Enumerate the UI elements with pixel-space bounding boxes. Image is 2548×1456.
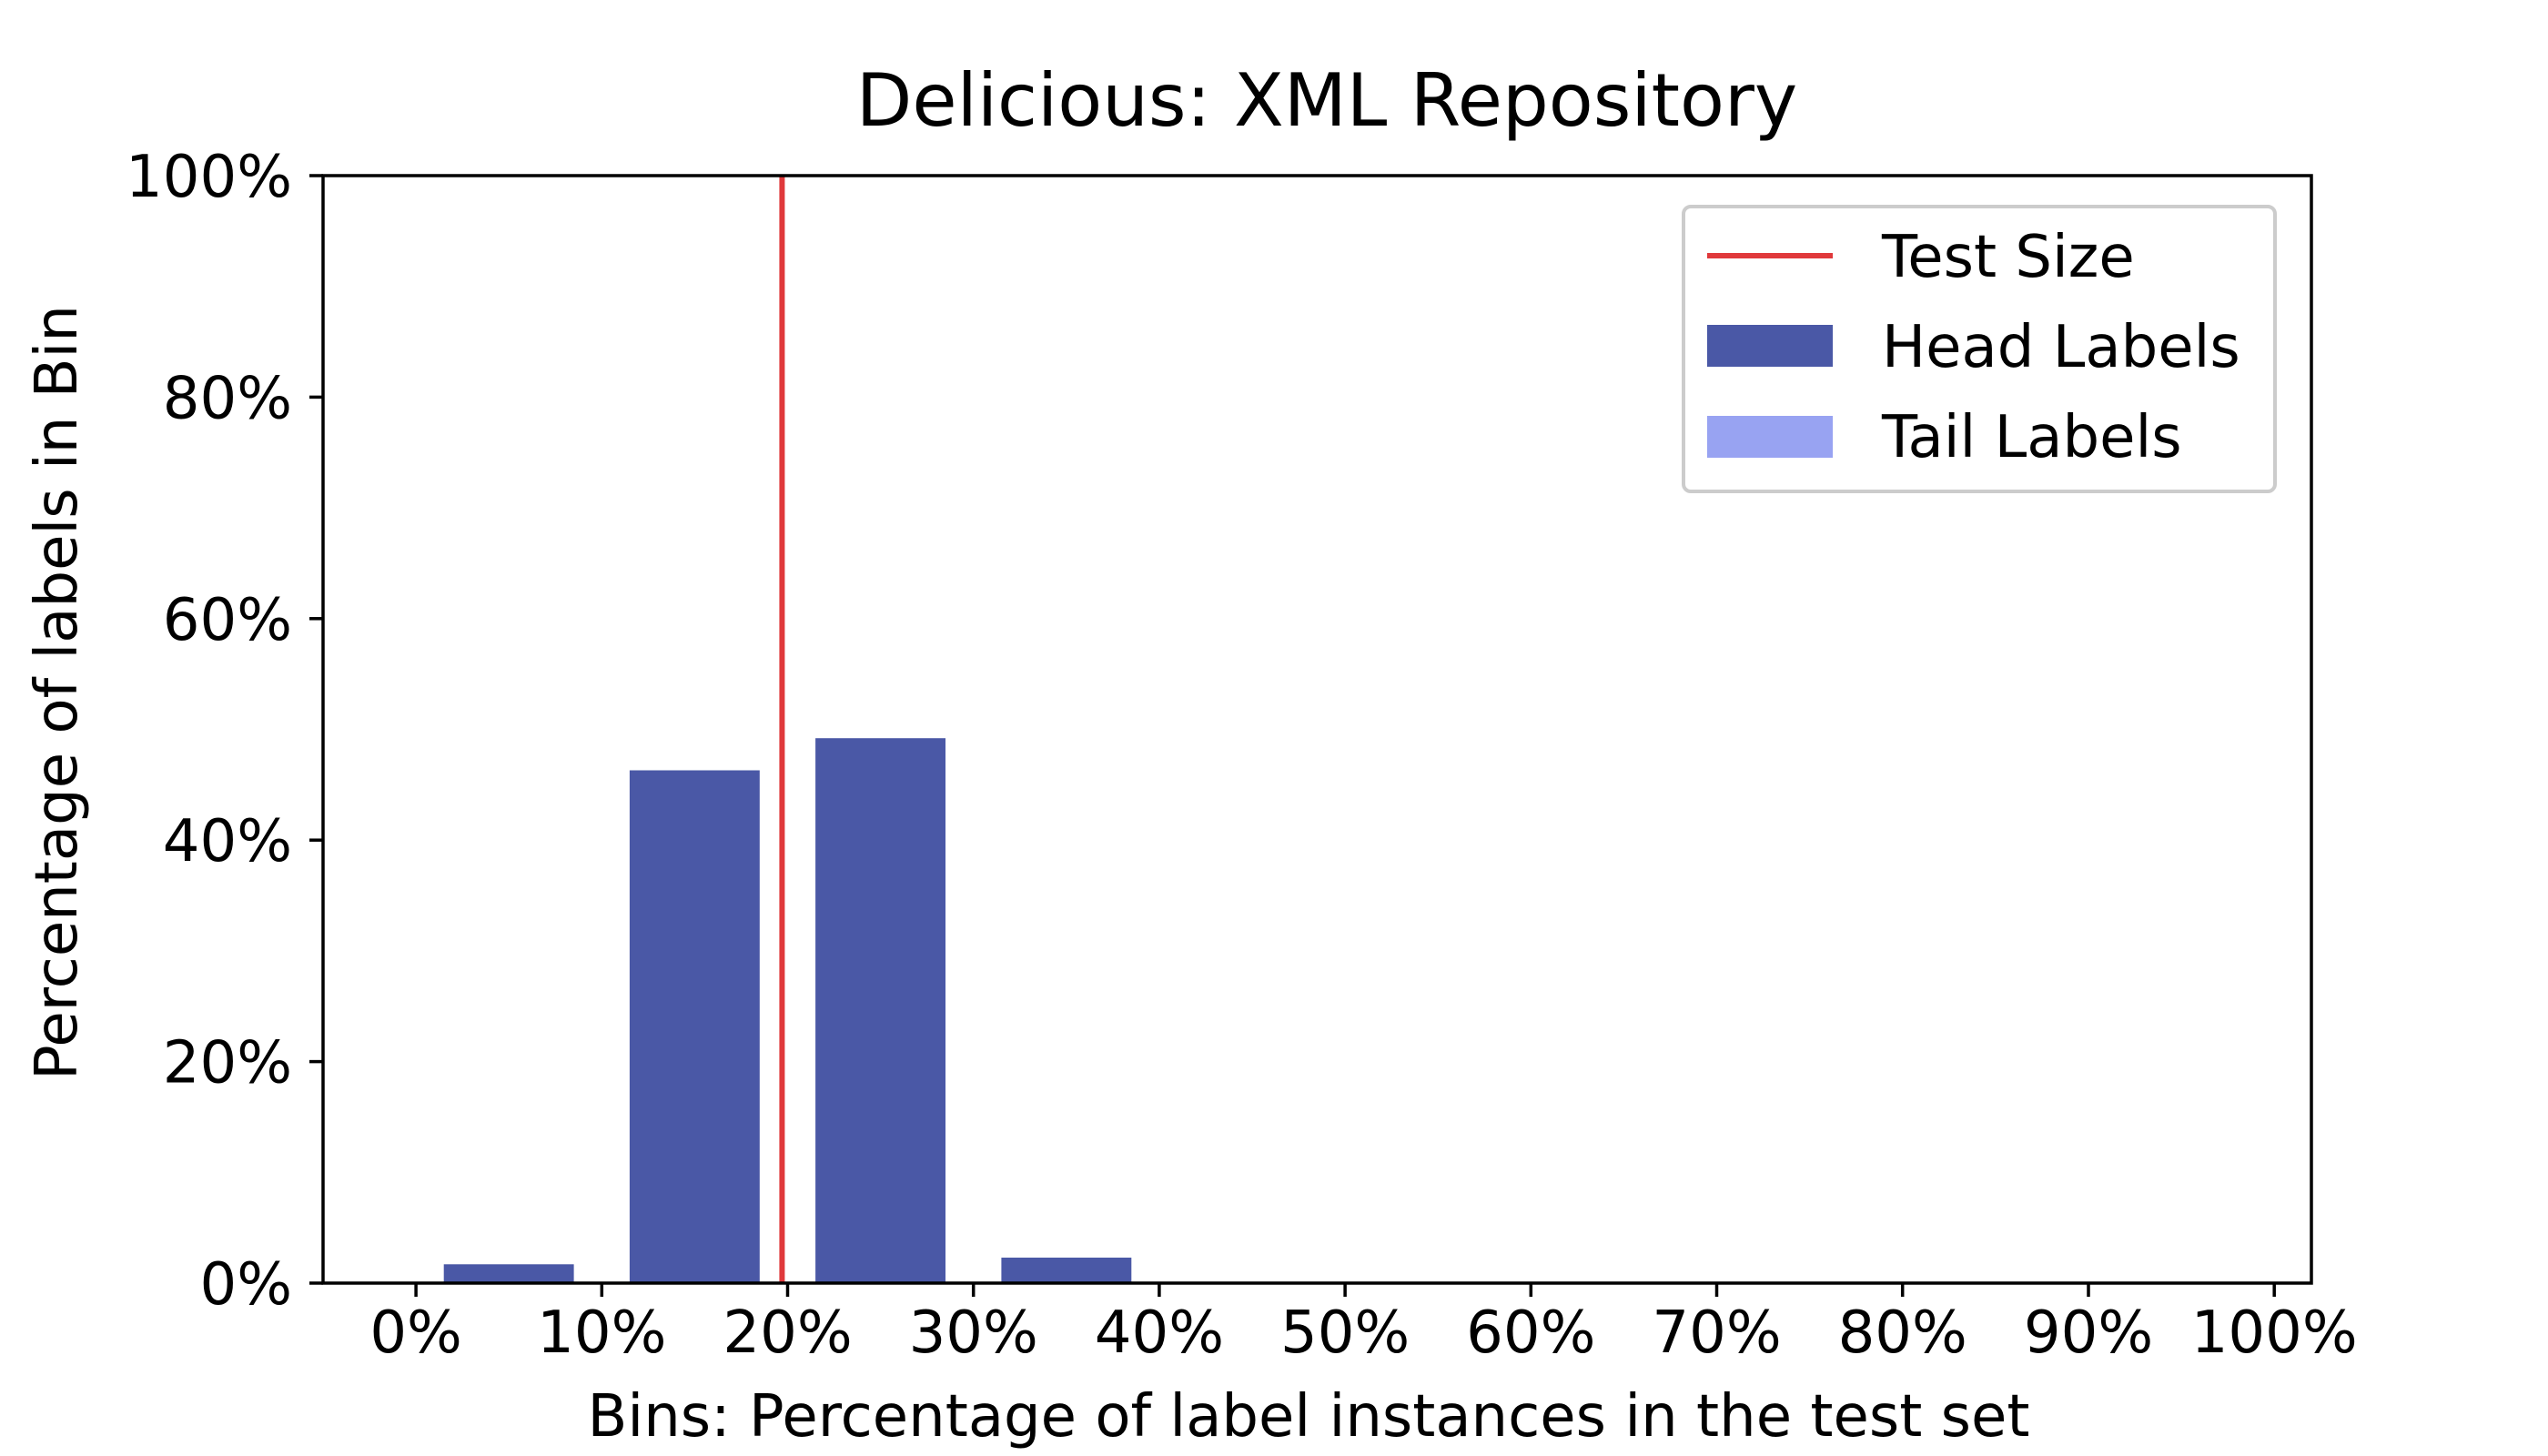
chart-title: Delicious: XML Repository [856,58,1797,143]
legend-label-test-size: Test Size [1881,224,2135,291]
x-axis-label: Bins: Percentage of label instances in t… [588,1383,2030,1451]
plot-area: 0% 10% 20% 30% 40% 50% 60% 70% 80% 90% 100% 0% 20% 40… [126,144,2358,1367]
legend-swatch-tail-labels [1707,416,1833,458]
legend-swatch-head-labels [1707,325,1833,367]
y-tick-label-4: 80% [163,365,292,432]
plot-frame [321,174,2313,1285]
y-tick-label-3: 60% [163,587,292,654]
bar-head-0 [443,1264,574,1283]
x-tick-label-0: 0% [369,1299,462,1367]
x-tick-label-3: 30% [909,1299,1038,1367]
bar-head-3 [1001,1258,1132,1283]
legend-label-tail-labels: Tail Labels [1881,404,2182,471]
y-tick-label-5: 100% [126,144,292,211]
x-tick-label-9: 90% [2024,1299,2153,1367]
bar-head-2 [815,738,945,1283]
x-tick-label-7: 70% [1652,1299,1781,1367]
x-tick-label-2: 20% [723,1299,852,1367]
legend-label-head-labels: Head Labels [1882,314,2240,381]
x-tick-label-1: 10% [537,1299,666,1367]
x-tick-label-10: 100% [2191,1299,2358,1367]
y-tick-label-0: 0% [199,1251,292,1319]
y-tick-label-2: 40% [163,808,292,875]
x-tick-label-8: 80% [1838,1299,1967,1367]
bar-head-1 [629,770,760,1283]
y-axis-label: Percentage of labels in Bin [24,305,91,1080]
x-tick-label-5: 50% [1280,1299,1410,1367]
legend: Test Size Head Labels Tail Labels [1682,205,2277,493]
y-tick-label-1: 20% [163,1030,292,1097]
x-tick-label-6: 60% [1466,1299,1595,1367]
x-tick-label-4: 40% [1095,1299,1224,1367]
